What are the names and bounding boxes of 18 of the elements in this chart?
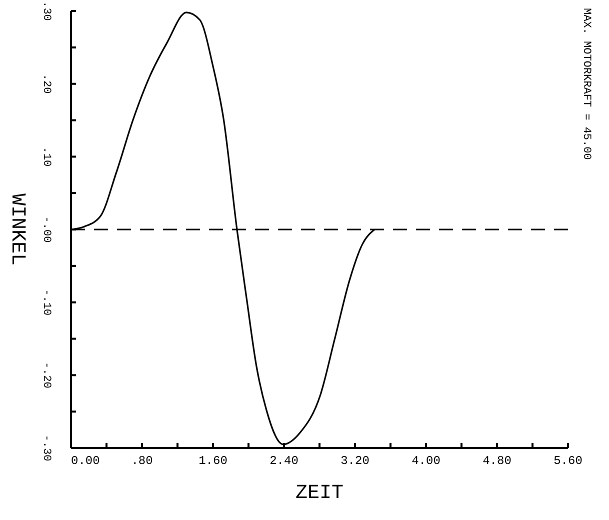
y-axis-title: WINKEL bbox=[6, 193, 29, 266]
y-tick-label: -.10 bbox=[40, 289, 52, 316]
x-tick-label: 3.20 bbox=[340, 454, 370, 468]
text: MAX. MOTORKRAFT = 45.00 bbox=[580, 8, 592, 160]
x-tick-label: 1.60 bbox=[198, 454, 228, 468]
x-tick-label: 4.00 bbox=[412, 454, 440, 468]
x-tick-label: 4.80 bbox=[482, 454, 512, 468]
x-tick-label: 5.60 bbox=[554, 454, 582, 468]
y-tick-label: -.00 bbox=[40, 216, 52, 243]
x-tick-label: .80 bbox=[131, 454, 153, 468]
x-tick-label: 2.40 bbox=[270, 454, 298, 468]
y-tick-label: .10 bbox=[40, 146, 52, 167]
y-tick-label: .20 bbox=[40, 74, 52, 94]
x-axis-title: ZEIT bbox=[295, 482, 344, 505]
y-tick-label: -.30 bbox=[40, 434, 52, 462]
y-tick-label: .30 bbox=[40, 1, 52, 21]
y-tick-label: -.20 bbox=[40, 362, 52, 388]
x-tick-label: 0.00 bbox=[71, 454, 100, 468]
